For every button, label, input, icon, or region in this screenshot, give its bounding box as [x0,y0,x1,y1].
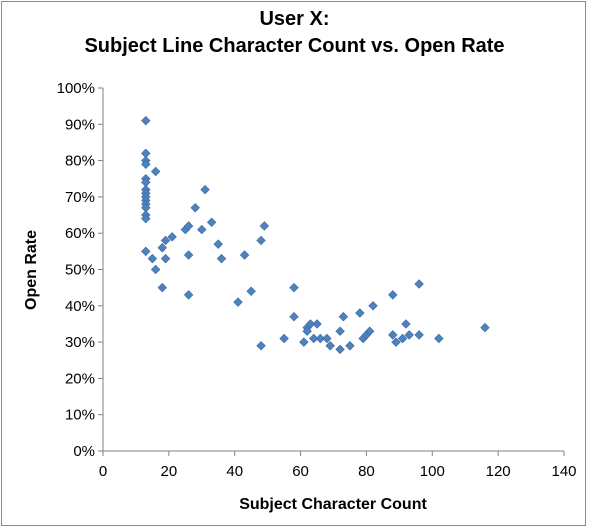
data-point [289,282,299,293]
chart-title-line-1: User X: [259,8,330,30]
data-point [404,330,414,340]
data-point [183,250,194,260]
data-point [414,279,424,289]
data-point [368,301,378,311]
x-tick-label: 80 [358,463,375,480]
data-point [302,326,312,336]
data-point [213,239,223,249]
data-point [183,221,194,231]
data-point [401,319,411,329]
data-point [364,326,375,336]
y-tick-label: 80% [65,153,95,170]
data-points [141,115,490,355]
data-point [157,242,167,253]
data-point [391,337,401,347]
data-point [197,224,207,235]
data-point [160,235,171,246]
y-tick-label: 90% [65,116,95,133]
data-point [289,311,299,322]
y-axis-title: Open Rate [23,230,40,310]
data-point [256,341,266,351]
data-point [160,253,171,264]
data-point [157,282,167,293]
data-point [150,166,161,177]
chart-title: User X: Subject Line Character Count vs.… [0,6,589,60]
data-point [388,330,398,340]
data-point [397,333,408,344]
y-tick-label: 60% [65,225,95,242]
data-point [305,319,316,329]
data-point [141,115,151,126]
data-point [345,341,355,351]
data-point [299,337,309,347]
data-point [335,326,345,336]
axes [98,87,565,456]
x-tick-label: 20 [161,463,178,480]
y-tick-label: 0% [73,443,95,460]
x-tick-label: 0 [99,463,107,480]
data-point [200,184,210,195]
y-tick-label: 30% [65,334,95,351]
data-point [355,308,365,318]
x-tick-label: 140 [551,463,576,480]
data-point [322,333,332,344]
data-point [141,213,151,224]
y-tick-label: 40% [65,298,95,315]
data-point [312,319,322,329]
data-point [414,330,424,340]
data-point [216,253,227,264]
data-point [335,344,345,355]
data-point [388,290,398,300]
x-axis-title: Subject Character Count [239,496,427,513]
data-point [309,333,319,344]
data-point [167,232,177,242]
y-tick-label: 20% [65,370,95,387]
data-point [338,311,349,322]
y-tick-label: 100% [57,80,95,97]
tick-labels: 0% 10% 20% 30% 40% 50% 60% 70% 80% 90% 100% 0 20 40 60… [57,80,577,480]
data-point [150,264,161,275]
data-point [147,253,158,264]
data-point [233,297,243,307]
data-point [325,341,335,351]
chart-title-line-2: Subject Line Character Count vs. Open Ra… [84,35,505,57]
data-point [141,159,151,169]
y-tick-label: 50% [65,262,95,279]
x-tick-label: 100 [420,463,445,480]
data-point [246,286,256,297]
x-tick-label: 120 [486,463,511,480]
data-point [480,322,490,333]
data-point [190,203,200,213]
data-point [206,217,217,228]
data-point [434,333,444,344]
x-tick-label: 60 [292,463,309,480]
data-point [279,333,289,344]
data-point [259,221,270,231]
y-tick-label: 70% [65,189,95,206]
data-point [183,290,194,300]
data-point [239,250,250,260]
x-tick-label: 40 [226,463,243,480]
data-point [256,235,266,246]
y-tick-label: 10% [65,407,95,424]
data-point [141,246,151,257]
data-point [315,333,326,344]
